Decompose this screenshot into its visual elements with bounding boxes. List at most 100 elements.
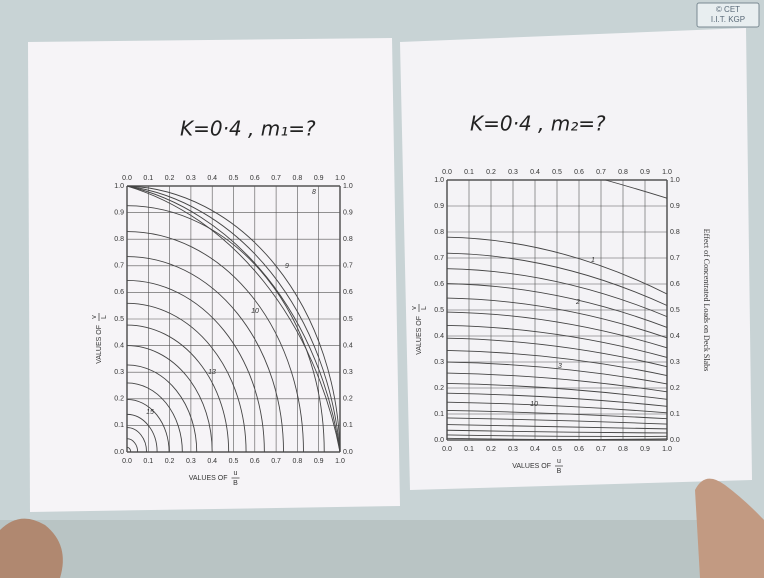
x-tick-label: 0.9: [640, 446, 650, 453]
y-tick-label: 0.2: [434, 385, 444, 392]
y-axis-label: v: [91, 315, 98, 319]
x-tick-label: 0.7: [271, 458, 281, 465]
y-axis-label: L: [101, 315, 108, 319]
y-tick-label: 0.4: [343, 342, 353, 349]
x-tick-label: 0.2: [486, 446, 496, 453]
y-tick-label: 0.4: [114, 342, 124, 349]
x-axis-label: B: [557, 468, 562, 475]
x-axis-label: VALUES OF: [512, 463, 551, 470]
x-tick-label: 0.2: [486, 169, 496, 176]
y-tick-label: 0.0: [434, 437, 444, 444]
curve-label: 2: [575, 299, 580, 306]
x-tick-label: 0.3: [508, 446, 518, 453]
x-tick-label: 0.4: [530, 169, 540, 176]
sheet-heading: K=0·4 , m₂=?: [470, 112, 606, 136]
x-tick-label: 0.9: [640, 169, 650, 176]
y-tick-label: 0.0: [670, 437, 680, 444]
curve-label: 10: [530, 401, 538, 408]
x-tick-label: 0.3: [186, 175, 196, 182]
y-tick-label: 0.5: [670, 307, 680, 314]
watermark: © CET: [716, 5, 740, 14]
x-tick-label: 0.0: [442, 446, 452, 453]
y-tick-label: 0.3: [114, 369, 124, 376]
y-tick-label: 0.6: [670, 281, 680, 288]
x-tick-label: 0.6: [574, 169, 584, 176]
y-tick-label: 0.2: [114, 396, 124, 403]
x-axis-label: B: [233, 480, 238, 487]
y-tick-label: 0.4: [434, 333, 444, 340]
curve-label: 8: [312, 189, 316, 196]
x-tick-label: 0.1: [143, 175, 153, 182]
x-tick-label: 0.8: [293, 175, 303, 182]
x-tick-label: 0.5: [552, 169, 562, 176]
y-tick-label: 1.0: [343, 183, 353, 190]
x-tick-label: 1.0: [662, 446, 672, 453]
y-tick-label: 1.0: [114, 183, 124, 190]
y-tick-label: 0.7: [114, 263, 124, 270]
x-tick-label: 0.4: [207, 458, 217, 465]
x-tick-label: 0.0: [442, 169, 452, 176]
scene: © CET I.I.T. KGP K=0·4 , m₁=? K=0·4 , m₂…: [0, 0, 764, 578]
y-tick-label: 0.1: [343, 422, 353, 429]
y-tick-label: 0.3: [343, 369, 353, 376]
y-tick-label: 0.0: [114, 449, 124, 456]
y-tick-label: 0.0: [343, 449, 353, 456]
y-tick-label: 0.8: [434, 229, 444, 236]
x-tick-label: 0.6: [250, 458, 260, 465]
x-axis-label: VALUES OF: [189, 475, 228, 482]
curve-label: 13: [208, 369, 216, 376]
y-tick-label: 0.8: [670, 229, 680, 236]
x-tick-label: 0.8: [293, 458, 303, 465]
x-tick-label: 0.1: [143, 458, 153, 465]
x-tick-label: 0.3: [508, 169, 518, 176]
x-tick-label: 0.9: [314, 175, 324, 182]
x-tick-label: 0.4: [207, 175, 217, 182]
x-tick-label: 0.0: [122, 175, 132, 182]
x-tick-label: 0.5: [552, 446, 562, 453]
x-tick-label: 0.9: [314, 458, 324, 465]
x-tick-label: 0.1: [464, 446, 474, 453]
y-tick-label: 0.4: [670, 333, 680, 340]
watermark: I.I.T. KGP: [711, 15, 745, 24]
page: © CET I.I.T. KGP K=0·4 , m₁=? K=0·4 , m₂…: [0, 0, 764, 578]
y-tick-label: 0.1: [434, 411, 444, 418]
y-tick-label: 0.2: [670, 385, 680, 392]
y-tick-label: 0.2: [343, 396, 353, 403]
x-axis-label: u: [234, 470, 238, 477]
x-tick-label: 0.7: [596, 446, 606, 453]
x-tick-label: 0.1: [464, 169, 474, 176]
x-axis-label: u: [557, 458, 561, 465]
y-tick-label: 0.6: [114, 289, 124, 296]
x-tick-label: 0.6: [574, 446, 584, 453]
x-tick-label: 0.2: [165, 458, 175, 465]
x-tick-label: 0.3: [186, 458, 196, 465]
y-tick-label: 0.5: [343, 316, 353, 323]
side-note: Effect of Concentrated Loads on Deck Sla…: [702, 229, 711, 371]
x-tick-label: 0.2: [165, 175, 175, 182]
curve-label: 10: [251, 308, 259, 315]
x-tick-label: 0.8: [618, 446, 628, 453]
y-tick-label: 0.3: [670, 359, 680, 366]
y-tick-label: 0.7: [434, 255, 444, 262]
y-tick-label: 1.0: [434, 177, 444, 184]
y-tick-label: 0.8: [114, 236, 124, 243]
y-axis-label: v: [411, 306, 418, 310]
y-tick-label: 0.9: [434, 203, 444, 210]
curve-label: 15: [146, 409, 154, 416]
curve-label: 9: [285, 263, 289, 270]
y-tick-label: 0.5: [114, 316, 124, 323]
y-tick-label: 0.9: [343, 209, 353, 216]
y-axis-label: VALUES OF: [416, 316, 423, 355]
sheet-heading: K=0·4 , m₁=?: [180, 117, 316, 141]
y-tick-label: 0.8: [343, 236, 353, 243]
y-tick-label: 0.7: [343, 263, 353, 270]
x-tick-label: 1.0: [662, 169, 672, 176]
desk: [0, 520, 764, 578]
x-tick-label: 0.5: [229, 458, 239, 465]
curve-label: 3: [558, 363, 562, 370]
curve-label: 1: [591, 257, 595, 264]
y-tick-label: 0.3: [434, 359, 444, 366]
y-tick-label: 0.1: [670, 411, 680, 418]
x-tick-label: 0.7: [596, 169, 606, 176]
y-axis-label: L: [421, 306, 428, 310]
